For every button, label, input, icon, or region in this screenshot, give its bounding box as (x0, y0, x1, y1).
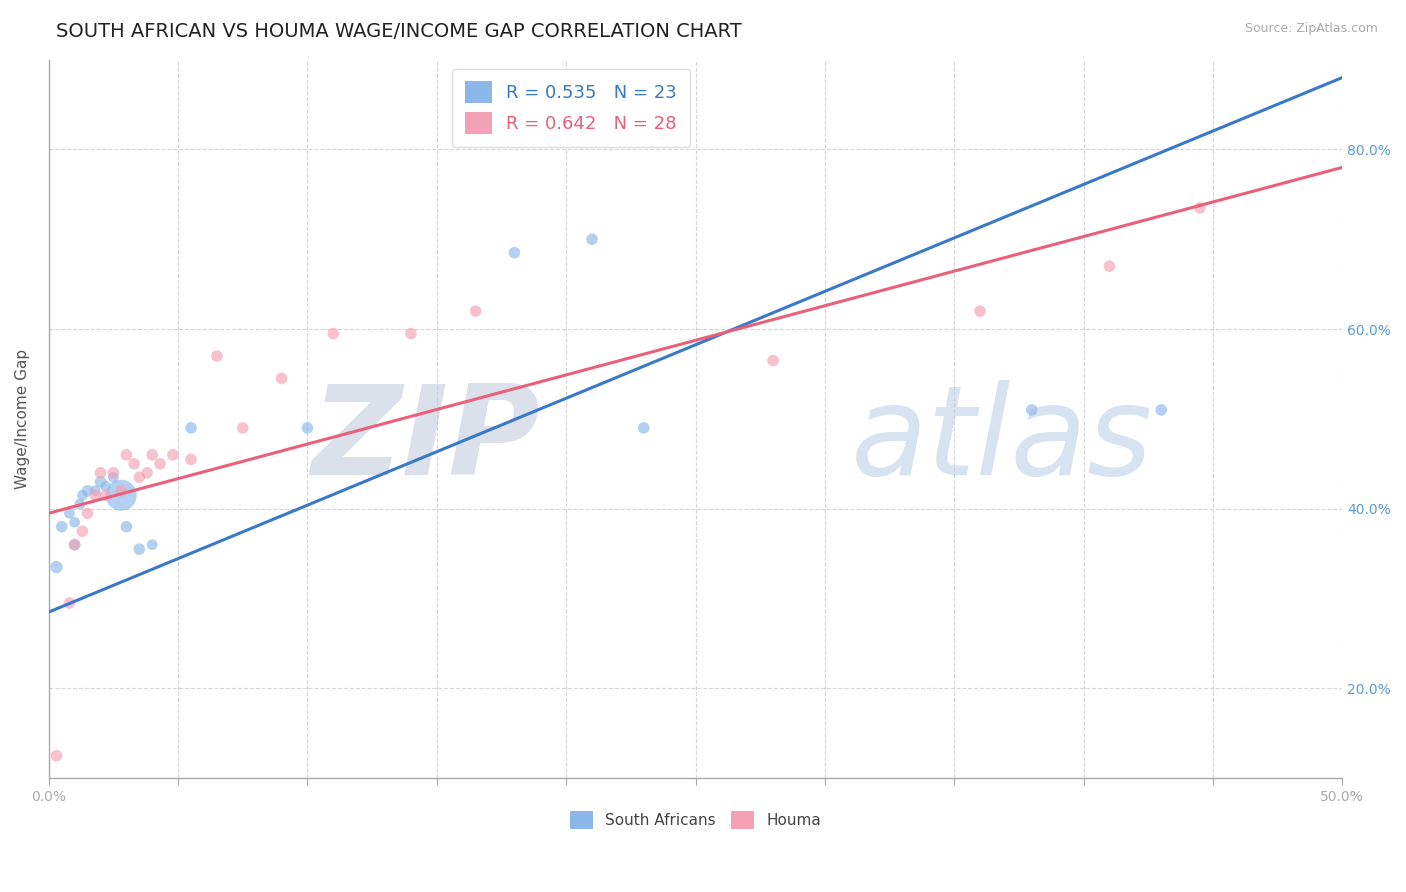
Point (297, 421, 319, 435)
Point (232, 421, 254, 435)
Point (63, 538, 86, 552)
Point (141, 448, 163, 462)
Point (45, 560, 67, 574)
Point (103, 470, 125, 484)
Point (464, 304, 486, 318)
Point (1188, 201, 1211, 215)
Point (110, 488, 132, 502)
Point (103, 466, 125, 480)
Point (205, 349, 228, 363)
Point (63, 538, 86, 552)
Point (180, 452, 202, 467)
Point (162, 448, 184, 462)
Point (115, 519, 138, 533)
Point (136, 466, 159, 480)
Point (270, 371, 292, 385)
Point (762, 353, 785, 368)
Point (1021, 403, 1043, 417)
Point (76, 506, 98, 520)
Text: ZIP: ZIP (312, 380, 540, 501)
Point (58, 596, 80, 610)
Point (969, 304, 991, 318)
Point (1150, 403, 1173, 417)
Point (58, 506, 80, 520)
Point (84, 483, 107, 498)
Point (128, 542, 150, 557)
Point (633, 421, 655, 435)
Point (89, 475, 111, 489)
Point (84, 488, 107, 502)
Point (141, 538, 163, 552)
Point (76, 483, 98, 498)
Point (1098, 259, 1121, 273)
Point (322, 326, 344, 341)
Point (399, 326, 422, 341)
Point (122, 457, 145, 471)
Point (581, 232, 603, 246)
Point (72, 488, 94, 502)
Y-axis label: Wage/Income Gap: Wage/Income Gap (15, 349, 30, 489)
Point (115, 448, 138, 462)
Point (110, 483, 132, 498)
Point (89, 466, 111, 480)
Point (72, 524, 94, 539)
Point (128, 470, 150, 484)
Text: SOUTH AFRICAN VS HOUMA WAGE/INCOME GAP CORRELATION CHART: SOUTH AFRICAN VS HOUMA WAGE/INCOME GAP C… (56, 22, 742, 41)
Point (180, 421, 202, 435)
Text: atlas: atlas (851, 380, 1153, 501)
Point (45, 748, 67, 763)
Point (503, 245, 526, 260)
Point (94, 488, 117, 502)
Point (149, 457, 172, 471)
Point (51, 519, 73, 533)
Point (94, 479, 117, 493)
Point (63, 515, 86, 529)
Legend: South Africans, Houma: South Africans, Houma (564, 805, 827, 835)
Point (69, 497, 91, 511)
Text: Source: ZipAtlas.com: Source: ZipAtlas.com (1244, 22, 1378, 36)
